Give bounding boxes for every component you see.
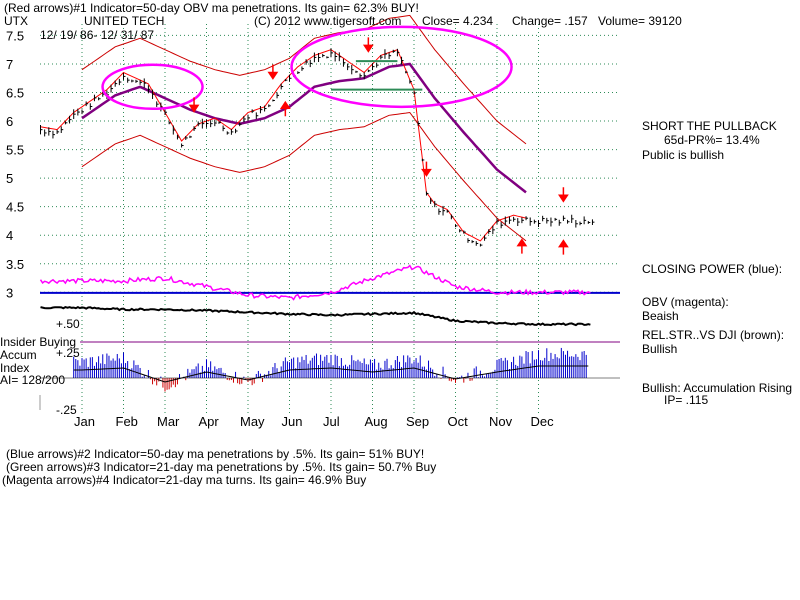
pr-note: 65d-PR%= 13.4% — [664, 133, 760, 147]
magenta-circle — [290, 25, 513, 109]
x-tick-label: May — [240, 414, 265, 429]
x-tick-label: Dec — [531, 414, 555, 429]
p50-label: +.50 — [56, 317, 80, 331]
annotation-marks — [101, 25, 569, 255]
accum-note: Bullish: Accumulation Rising — [642, 381, 793, 395]
closing-power-label: CLOSING POWER (blue): — [642, 262, 783, 276]
indicator-3-note: (Green arrows)#3 Indicator=21-day ma pen… — [6, 460, 437, 474]
ip-note: IP= .115 — [664, 393, 709, 407]
x-tick-label: Nov — [489, 414, 513, 429]
accum-label: Accum — [0, 348, 37, 362]
red-down-arrow — [421, 161, 432, 177]
y-tick-label: 7.5 — [6, 28, 24, 43]
x-tick-label: Sep — [406, 414, 429, 429]
moving-averages — [40, 49, 527, 242]
public-note: Public is bullish — [642, 148, 725, 162]
price-bars — [40, 48, 595, 247]
obv-value: Beaish — [642, 309, 679, 323]
indicator-4-note: (Magenta arrows)#4 Indicator=21-day ma t… — [2, 473, 367, 487]
x-tick-label: Jul — [323, 414, 340, 429]
y-tick-label: 5 — [6, 171, 13, 186]
ai-label: AI= 128/200 — [0, 373, 66, 387]
ma50-line — [81, 62, 527, 194]
copyright: (C) 2012 www.tigersoft.com — [254, 14, 402, 28]
y-tick-label: 5.5 — [6, 143, 24, 158]
insider-label: Insider Buying — [0, 335, 77, 349]
obv-label: OBV (magenta): — [642, 295, 729, 309]
y-tick-label: 4 — [6, 228, 13, 243]
y-tick-label: 4.5 — [6, 200, 24, 215]
magenta-circle — [101, 63, 204, 111]
date-range: 12/ 19/ 86- 12/ 31/ 87 — [40, 28, 155, 42]
x-tick-label: Jan — [74, 414, 95, 429]
index-label: Index — [0, 361, 30, 375]
red-down-arrow — [267, 64, 279, 80]
axis-ticks: 7.5 7 6.5 6 5.5 5 4.5 4 3.5 3 Jan Feb Mar Apr May Jun Ju… — [6, 28, 554, 429]
relstr-value: Bullish — [642, 342, 678, 356]
obv-line — [39, 264, 591, 301]
y-tick-label: 6.5 — [6, 86, 24, 101]
accum-index — [39, 347, 620, 410]
x-tick-label: Feb — [116, 414, 138, 429]
short-note: SHORT THE PULLBACK — [642, 119, 777, 133]
indicator-2-note: (Blue arrows)#2 Indicator=50-day ma pene… — [6, 447, 425, 461]
close-value: Close= 4.234 — [422, 14, 494, 28]
red-up-arrow — [516, 238, 528, 254]
relstr-label: REL.STR..VS DJI (brown): — [642, 328, 785, 342]
red-down-arrow — [557, 187, 569, 203]
y-tick-label: 3.5 — [6, 257, 24, 272]
volume-value: Volume= 39120 — [598, 14, 682, 28]
p25-label: +.25 — [56, 346, 80, 360]
red-up-arrow — [279, 100, 291, 117]
company-name: UNITED TECH — [84, 14, 165, 28]
x-tick-label: Apr — [199, 414, 220, 429]
change-value: Change= .157 — [512, 14, 588, 28]
red-up-arrow — [557, 239, 569, 255]
red-down-arrow — [362, 37, 374, 53]
red-down-arrow — [188, 97, 200, 113]
ma21-line — [40, 49, 527, 242]
y-tick-label: 3 — [6, 285, 13, 300]
indicator-1-title: (Red arrows)#1 Indicator=50-day OBV ma p… — [4, 1, 419, 15]
m25-label: -.25 — [56, 403, 77, 417]
x-tick-label: Mar — [157, 414, 180, 429]
x-tick-label: Oct — [448, 414, 469, 429]
rel-strength-line — [40, 305, 591, 327]
accum-ma-line — [73, 365, 589, 383]
x-tick-label: Jun — [282, 414, 303, 429]
y-tick-label: 6 — [6, 114, 13, 129]
ticker: UTX — [4, 14, 28, 28]
indicator-lines — [39, 264, 620, 343]
x-tick-label: Aug — [365, 414, 388, 429]
lower-band — [81, 111, 527, 242]
y-tick-label: 7 — [6, 57, 13, 72]
